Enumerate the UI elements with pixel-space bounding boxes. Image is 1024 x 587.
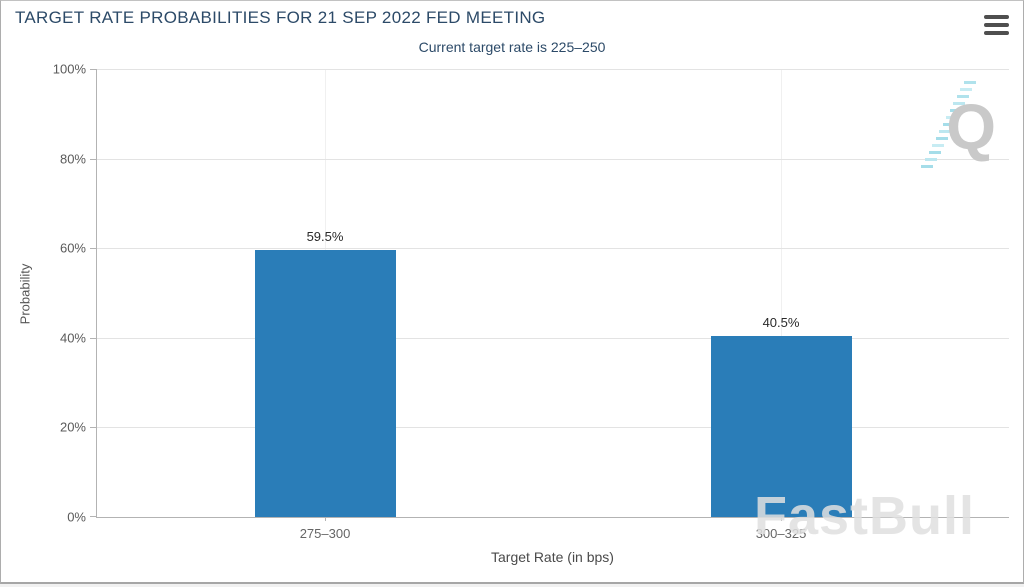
menu-bar bbox=[984, 15, 1009, 19]
y-tick-label: 40% bbox=[59, 330, 86, 346]
x-axis-tick bbox=[325, 517, 326, 521]
x-tick-label: 300–325 bbox=[755, 526, 807, 541]
y-axis-tick bbox=[90, 337, 97, 339]
y-tick-label: 60% bbox=[59, 240, 86, 256]
y-gridline bbox=[97, 158, 1009, 160]
y-gridline bbox=[97, 69, 1009, 70]
y-tick-label: 0% bbox=[67, 509, 86, 525]
y-tick-label: 80% bbox=[59, 151, 86, 167]
x-tick-label: 275–300 bbox=[299, 526, 351, 541]
chart-subtitle: Current target rate is 225–250 bbox=[418, 39, 606, 55]
quikstrike-q-letter: Q bbox=[946, 91, 996, 163]
probability-bar[interactable] bbox=[711, 336, 852, 517]
y-axis-tick bbox=[90, 516, 97, 517]
probability-bar[interactable] bbox=[255, 250, 396, 517]
y-axis-title: Probability bbox=[17, 263, 33, 325]
category-gridline bbox=[781, 69, 782, 517]
chart-title: TARGET RATE PROBABILITIES FOR 21 SEP 202… bbox=[15, 8, 546, 27]
hamburger-menu-icon[interactable] bbox=[984, 15, 1009, 35]
y-tick-label: 100% bbox=[52, 61, 86, 77]
x-axis-tick bbox=[781, 517, 782, 521]
y-axis-tick bbox=[90, 248, 97, 250]
menu-bar bbox=[984, 31, 1009, 35]
quikstrike-dashes-icon bbox=[921, 165, 933, 168]
y-gridline bbox=[97, 248, 1009, 250]
plot-area: Q 0% 20% 40% 60% 80% 100% 59.5% 275–300 40.5% 300… bbox=[53, 62, 1009, 541]
x-axis-title: Target Rate (in bps) bbox=[491, 549, 614, 565]
y-axis-tick bbox=[90, 158, 97, 160]
y-gridline bbox=[97, 427, 1009, 429]
y-tick-label: 20% bbox=[59, 419, 86, 435]
quikstrike-logo: Q bbox=[916, 77, 996, 172]
menu-bar bbox=[984, 23, 1009, 27]
bar-value-label: 59.5% bbox=[306, 229, 344, 244]
bar-value-label: 40.5% bbox=[762, 315, 800, 330]
y-axis-tick bbox=[90, 69, 97, 70]
y-axis-tick bbox=[90, 427, 97, 429]
y-gridline bbox=[97, 337, 1009, 339]
